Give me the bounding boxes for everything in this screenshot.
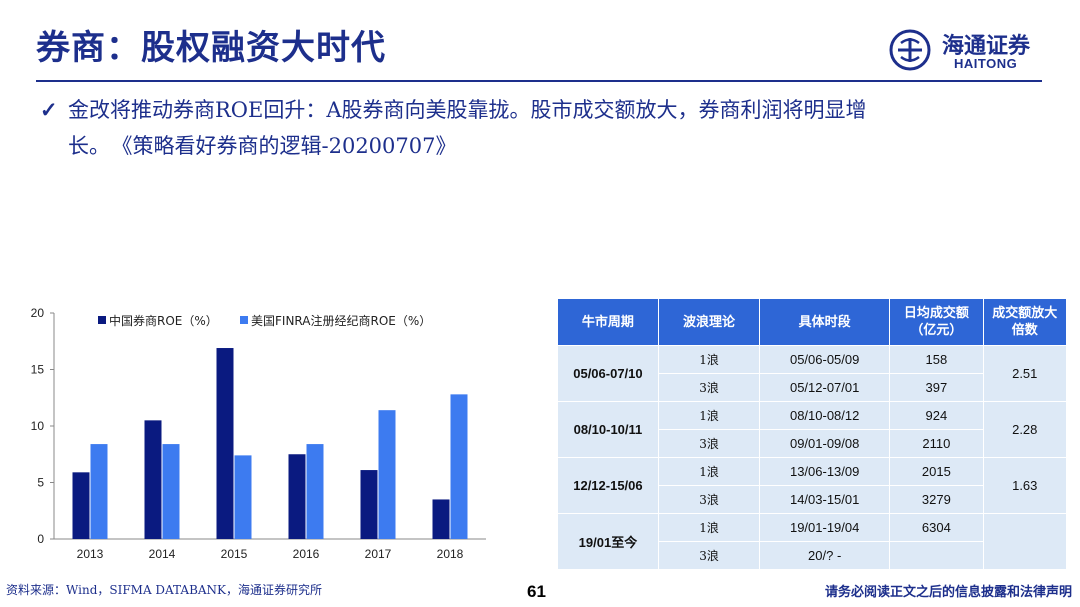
citation: 《策略看好券商的逻辑-20200707》 — [122, 134, 457, 158]
table-row: 3浪 05/12-07/01 397 — [558, 373, 1067, 402]
multiple-cell — [982, 513, 1068, 570]
span-cell: 14/03-15/01 — [759, 485, 891, 514]
wave-cell: 1浪 — [657, 457, 761, 486]
bar-china-2018 — [432, 499, 450, 539]
header-multiple: 成交额放大倍数 — [982, 298, 1068, 346]
multiple-cell: 1.63 — [982, 457, 1068, 514]
key-point-bullet: ✓ 金改将推动券商ROE回升：A股券商向美股靠拢。股市成交额放大，券商利润将明显增… — [40, 92, 1040, 164]
bar-china-2014 — [144, 420, 162, 539]
bar-china-2013 — [72, 472, 90, 539]
period-cell: 12/12-15/06 — [557, 457, 659, 514]
logo-text-en: HAITONG — [954, 56, 1018, 71]
x-tick-label: 2018 — [437, 547, 464, 561]
span-cell: 13/06-13/09 — [759, 457, 891, 486]
x-tick-label: 2014 — [149, 547, 176, 561]
bar-us-2015 — [234, 455, 252, 539]
amount-cell: 6304 — [889, 513, 984, 542]
table-header-row: 牛市周期 波浪理论 具体时段 日均成交额（亿元） 成交额放大倍数 — [557, 298, 1068, 346]
wave-cell: 1浪 — [657, 401, 761, 430]
bar-us-2018 — [450, 394, 468, 539]
y-tick-label: 5 — [37, 476, 44, 490]
legend-swatch-china — [98, 316, 106, 324]
check-icon: ✓ — [40, 97, 58, 122]
source-note: 资料来源：Wind，SIFMA DATABANK，海通证券研究所 — [6, 583, 323, 597]
period-cell: 19/01至今 — [557, 513, 659, 570]
multiple-cell: 2.28 — [982, 401, 1068, 458]
y-tick-label: 15 — [31, 363, 45, 377]
table-row: 05/06-07/10 1浪 05/06-05/09 158 2.51 — [557, 345, 1068, 402]
bar-us-2016 — [306, 444, 324, 539]
wave-cell: 3浪 — [657, 429, 761, 458]
span-cell: 19/01-19/04 — [759, 513, 891, 542]
amount-cell: 924 — [889, 401, 984, 430]
wave-cell: 3浪 — [657, 485, 761, 514]
table-row: 3浪 20/? - — [558, 541, 1067, 570]
header-period: 牛市周期 — [557, 298, 659, 346]
wave-cell: 1浪 — [657, 345, 761, 374]
wave-cell: 3浪 — [657, 373, 761, 402]
x-tick-label: 2015 — [221, 547, 248, 561]
amount-cell: 158 — [889, 345, 984, 374]
table-row: 3浪 14/03-15/01 3279 — [558, 485, 1067, 514]
y-tick-label: 10 — [31, 419, 45, 433]
page-number: 61 — [527, 582, 546, 601]
span-cell: 09/01-09/08 — [759, 429, 891, 458]
bar-china-2016 — [288, 454, 306, 539]
legend-label-us: 美国FINRA注册经纪商ROE（%） — [251, 313, 431, 328]
y-tick-label: 0 — [37, 532, 44, 546]
wave-cell: 1浪 — [657, 513, 761, 542]
table-row: 19/01至今 1浪 19/01-19/04 6304 — [557, 513, 1068, 570]
roe-chart-svg: 0 5 10 15 20 2013 2014 2015 2016 2017 2018 中国券商ROE（… — [31, 306, 486, 561]
span-cell: 05/12-07/01 — [759, 373, 891, 402]
amount-cell — [889, 541, 984, 570]
amount-cell: 3279 — [889, 485, 984, 514]
disclaimer-text: 请务必阅读正文之后的信息披露和法律声明 — [824, 585, 1072, 600]
haitong-logo: 海通证券 HAITONG — [888, 28, 1048, 74]
bull-market-table: 牛市周期 波浪理论 具体时段 日均成交额（亿元） 成交额放大倍数 05/06-0… — [557, 298, 1068, 570]
bar-us-2017 — [378, 410, 396, 539]
bullet-text-line2: 长。 — [68, 134, 110, 158]
title-divider — [36, 80, 1042, 82]
bullet-text-line1: 金改将推动券商ROE回升：A股券商向美股靠拢。股市成交额放大，券商利润将明显增 — [68, 98, 867, 122]
legend-label-china: 中国券商ROE（%） — [109, 313, 218, 328]
span-cell: 08/10-08/12 — [759, 401, 891, 430]
x-tick-label: 2016 — [293, 547, 320, 561]
header-amount: 日均成交额（亿元） — [889, 298, 984, 346]
header-wave: 波浪理论 — [657, 298, 761, 346]
legend-swatch-us — [240, 316, 248, 324]
page-title: 券商：股权融资大时代 — [36, 28, 386, 68]
table-row: 08/10-10/11 1浪 08/10-08/12 924 2.28 — [557, 401, 1068, 458]
amount-cell: 2015 — [889, 457, 984, 486]
span-cell: 20/? - — [759, 541, 891, 570]
bar-china-2015 — [216, 348, 234, 539]
header-span: 具体时段 — [759, 298, 891, 346]
wave-cell: 3浪 — [657, 541, 761, 570]
multiple-cell: 2.51 — [982, 345, 1068, 402]
period-cell: 05/06-07/10 — [557, 345, 659, 402]
table-row: 12/12-15/06 1浪 13/06-13/09 2015 1.63 — [557, 457, 1068, 514]
period-cell: 08/10-10/11 — [557, 401, 659, 458]
logo-text-cn: 海通证券 — [942, 33, 1031, 59]
y-tick-label: 20 — [31, 306, 45, 320]
amount-cell: 2110 — [889, 429, 984, 458]
amount-cell: 397 — [889, 373, 984, 402]
haitong-emblem-icon — [889, 29, 931, 71]
x-tick-label: 2017 — [365, 547, 392, 561]
bar-us-2013 — [90, 444, 108, 539]
span-cell: 05/06-05/09 — [759, 345, 891, 374]
bar-china-2017 — [360, 470, 378, 539]
bar-us-2014 — [162, 444, 180, 539]
x-tick-label: 2013 — [77, 547, 104, 561]
roe-bar-chart: 0 5 10 15 20 2013 2014 2015 2016 2017 2018 中国券商ROE（… — [16, 300, 490, 575]
